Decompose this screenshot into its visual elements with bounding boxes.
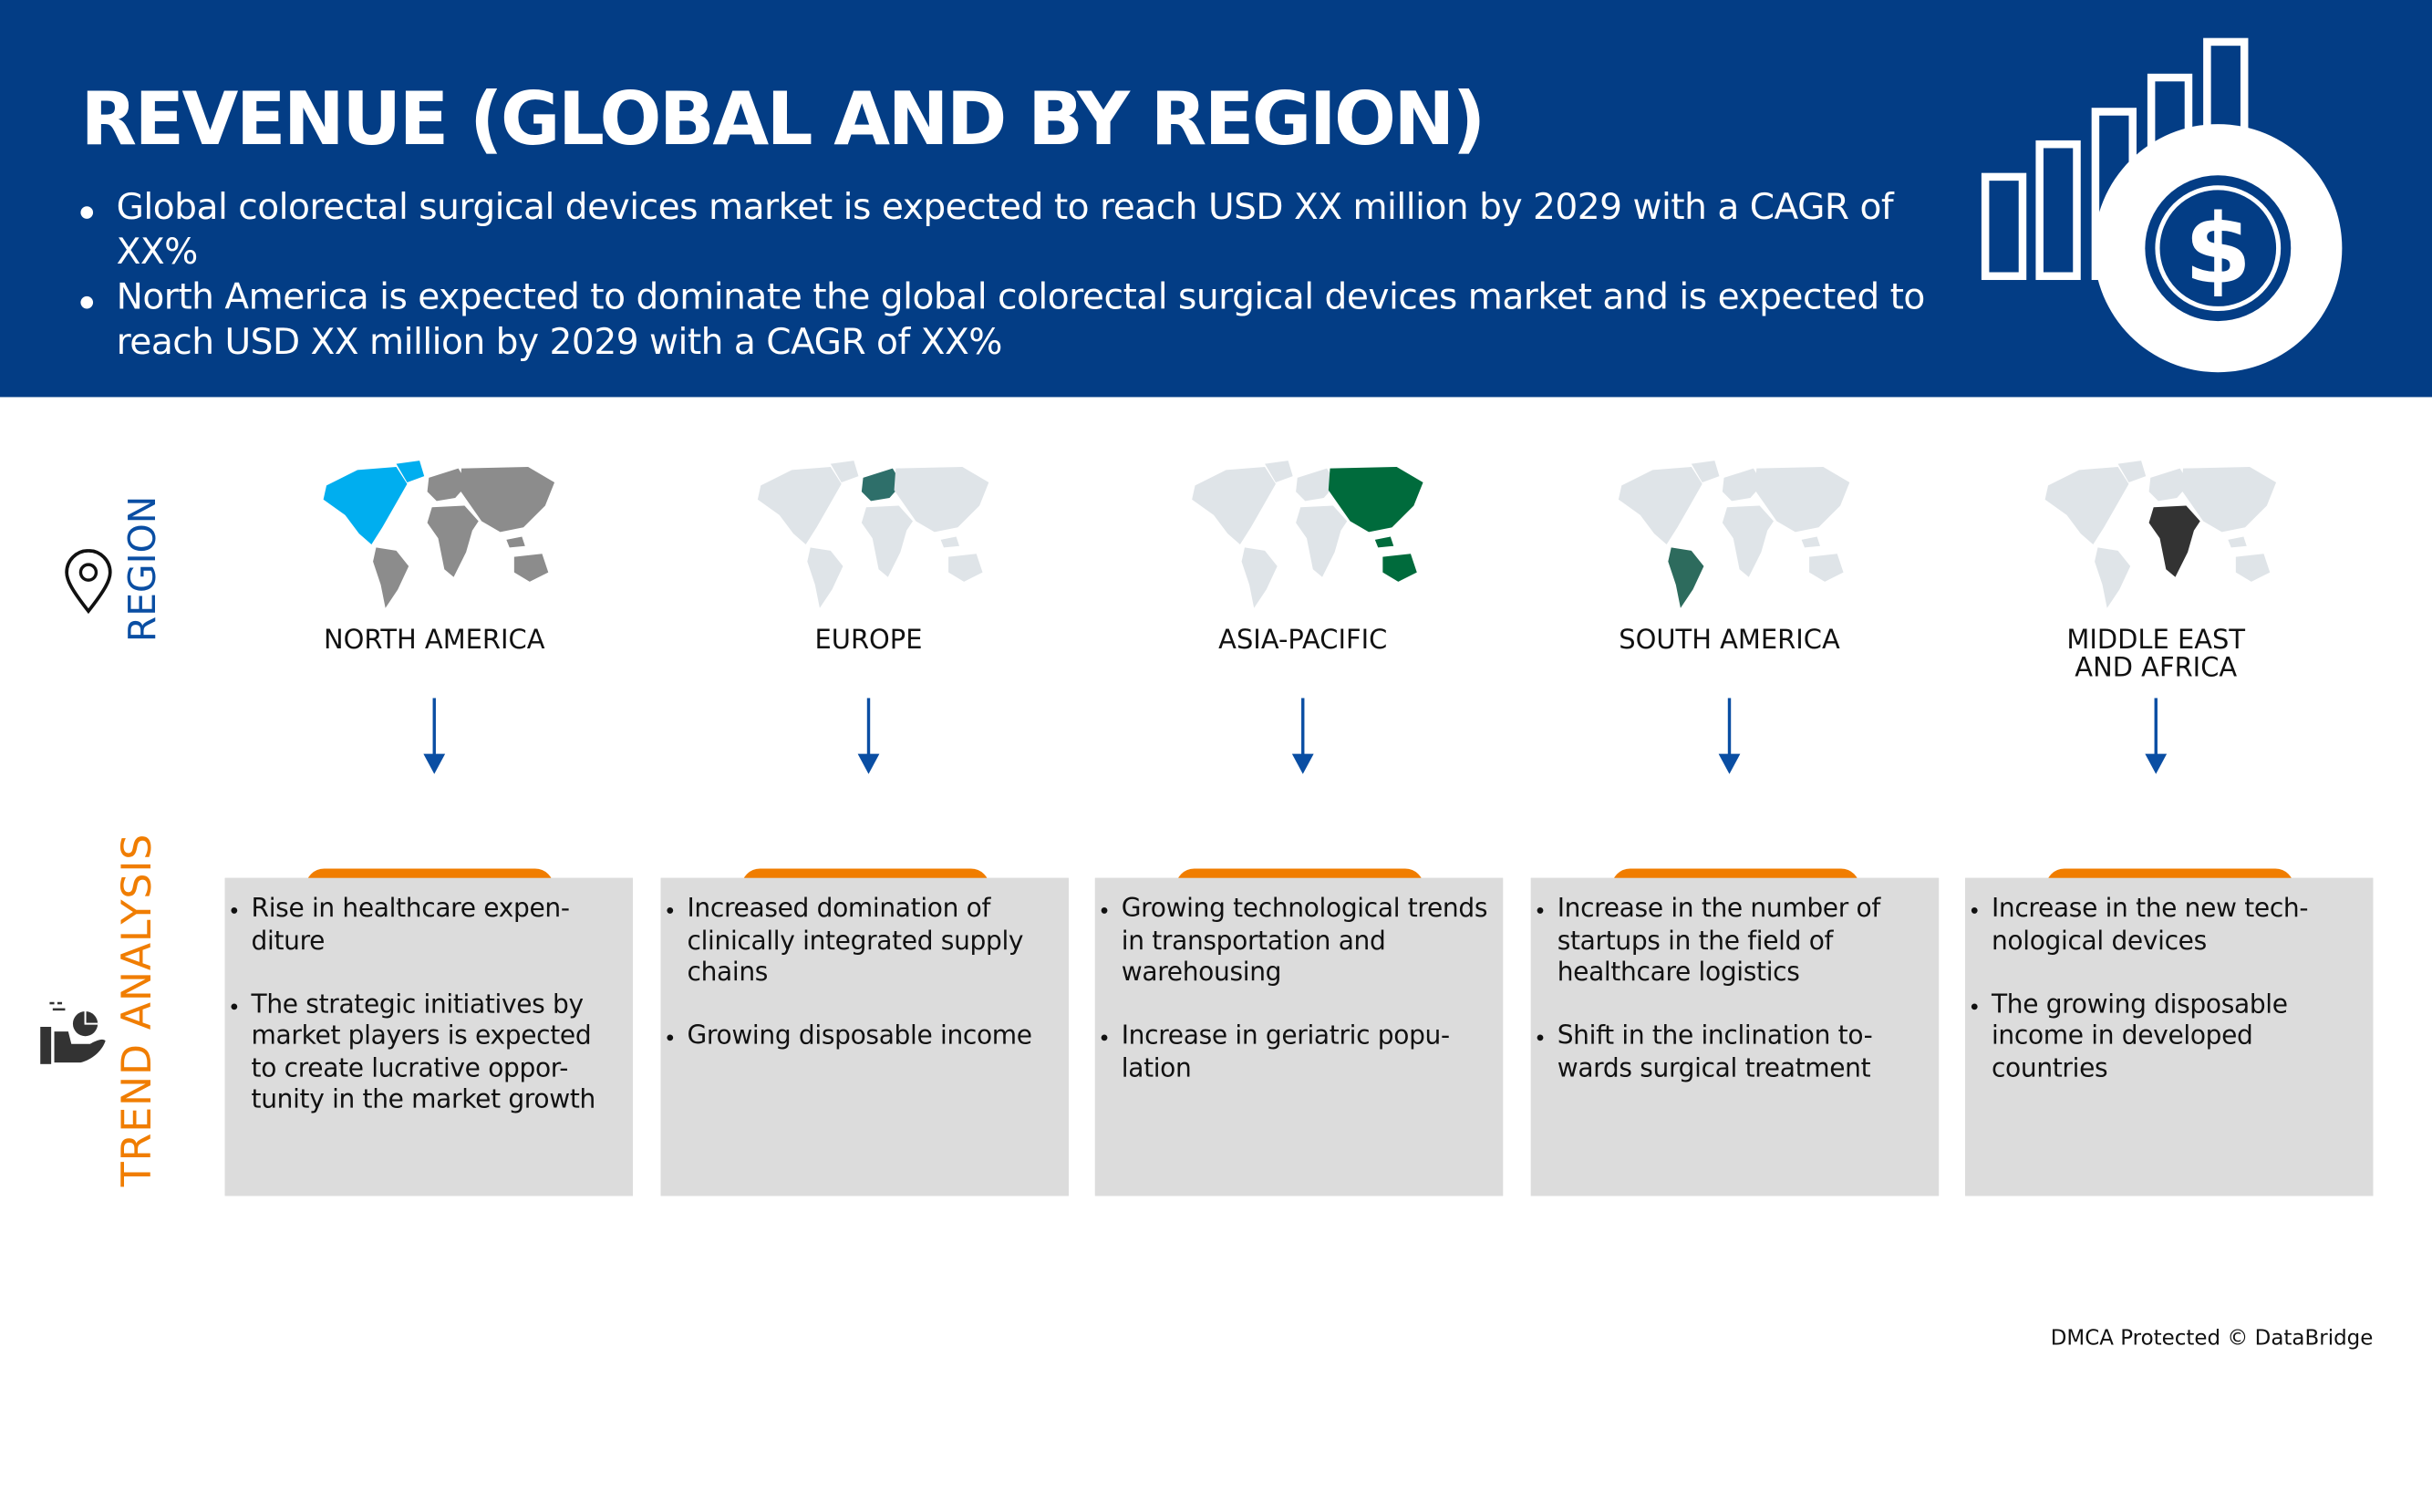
region-name: ASIA-PACIFIC xyxy=(1218,625,1388,657)
trend-item: Increase in geriatric popu-lation xyxy=(1101,1020,1494,1084)
continent-na xyxy=(757,466,842,545)
hand-pie-chart-icon xyxy=(40,1001,106,1064)
region-name: NORTH AMERICA xyxy=(323,625,545,657)
continent-na xyxy=(396,461,425,482)
continent-eu xyxy=(1722,468,1764,502)
continent-au xyxy=(948,554,983,582)
page-title: REVENUE (GLOBAL AND BY REGION) xyxy=(80,78,1485,163)
continent-au xyxy=(2228,536,2247,548)
continent-sa xyxy=(2095,547,2131,608)
continent-na xyxy=(830,461,859,482)
continent-au xyxy=(1374,536,1394,548)
bar-chart-dollar-icon: $ xyxy=(1981,37,2343,373)
continent-as xyxy=(894,466,989,533)
location-pin-icon xyxy=(65,549,112,615)
continent-au xyxy=(940,536,960,548)
continent-mea xyxy=(861,505,913,577)
continent-mea xyxy=(1722,505,1774,577)
svg-text:$: $ xyxy=(2185,193,2251,306)
trend-item: Growing technological trends in transpor… xyxy=(1101,894,1494,989)
continent-as xyxy=(1754,466,1850,533)
trend-card: Increase in the new tech-nological devic… xyxy=(1965,868,2374,1196)
continent-au xyxy=(513,554,549,582)
trend-section-label: TREND ANALYSIS xyxy=(114,833,161,1187)
arrow-down-icon xyxy=(857,698,880,774)
continent-au xyxy=(2235,554,2271,582)
copyright-credit: DMCA Protected © DataBridge xyxy=(2050,1326,2374,1351)
trend-item: The strategic initiatives by market play… xyxy=(231,989,623,1115)
arrow-down-icon xyxy=(423,698,446,774)
header-banner: REVENUE (GLOBAL AND BY REGION) Global co… xyxy=(0,0,2432,398)
trend-card: Rise in healthcare expen-diture The strat… xyxy=(224,868,633,1196)
continent-eu xyxy=(2148,468,2189,502)
continent-sa xyxy=(373,547,409,608)
trend-list: Increased domination of clinically integ… xyxy=(667,894,1059,1084)
trend-list: Increase in the new tech-nological devic… xyxy=(1971,894,2364,1116)
trend-list: Growing technological trends in transpor… xyxy=(1101,894,1494,1116)
continent-na xyxy=(1618,466,1702,545)
continent-eu xyxy=(861,468,903,502)
continent-eu xyxy=(427,468,468,502)
arrow-down-icon xyxy=(1718,698,1741,774)
continent-au xyxy=(1801,536,1821,548)
trend-item: Increase in the new tech-nological devic… xyxy=(1971,894,2364,958)
region-name: EUROPE xyxy=(814,625,923,657)
continent-sa xyxy=(1668,547,1704,608)
continent-na xyxy=(1691,461,1720,482)
arrow-down-icon xyxy=(1291,698,1314,774)
trend-item: The growing disposable income in develop… xyxy=(1971,989,2364,1084)
continent-au xyxy=(1382,554,1417,582)
trend-card: Increase in the number of startups in th… xyxy=(1530,868,1940,1196)
world-map-eu xyxy=(757,461,989,608)
continent-na xyxy=(1192,466,1276,545)
trend-item: Increased domination of clinically integ… xyxy=(667,894,1059,989)
world-map-ap xyxy=(1192,461,1423,608)
continent-au xyxy=(1809,554,1844,582)
arrow-down-icon xyxy=(2145,698,2168,774)
continent-na xyxy=(2117,461,2147,482)
world-map-mea xyxy=(2044,461,2277,608)
region-section-label: REGION xyxy=(120,495,165,643)
trend-card: Growing technological trends in transpor… xyxy=(1094,868,1504,1196)
continent-as xyxy=(2181,466,2277,533)
trend-list: Increase in the number of startups in th… xyxy=(1537,894,1930,1116)
trend-item: Growing disposable income xyxy=(667,1020,1059,1052)
summary-bullet: North America is expected to dominate th… xyxy=(78,276,1954,367)
trend-item: Shift in the inclination to-wards surgic… xyxy=(1537,1020,1930,1084)
region-name: SOUTH AMERICA xyxy=(1619,625,1840,657)
world-map-na xyxy=(323,461,555,608)
continent-eu xyxy=(1296,468,1337,502)
continent-na xyxy=(2044,466,2129,545)
continent-sa xyxy=(1241,547,1278,608)
trend-card: Increased domination of clinically integ… xyxy=(660,868,1069,1196)
continent-mea xyxy=(1296,505,1348,577)
continent-sa xyxy=(807,547,843,608)
continent-au xyxy=(506,536,525,548)
world-map-sa xyxy=(1618,461,1850,608)
continent-na xyxy=(323,466,408,545)
continent-as xyxy=(460,466,555,533)
summary-bullet: Global colorectal surgical devices marke… xyxy=(78,186,1954,276)
trend-item: Increase in the number of startups in th… xyxy=(1537,894,1930,989)
continent-as xyxy=(1328,466,1423,533)
region-name: MIDDLE EAST AND AFRICA xyxy=(2066,625,2246,685)
continent-mea xyxy=(427,505,479,577)
continent-na xyxy=(1265,461,1293,482)
trend-item: Rise in healthcare expen-diture xyxy=(231,894,623,958)
summary-bullets: Global colorectal surgical devices marke… xyxy=(78,186,1954,366)
continent-mea xyxy=(2148,505,2200,577)
trend-list: Rise in healthcare expen-diture The strat… xyxy=(231,894,623,1148)
